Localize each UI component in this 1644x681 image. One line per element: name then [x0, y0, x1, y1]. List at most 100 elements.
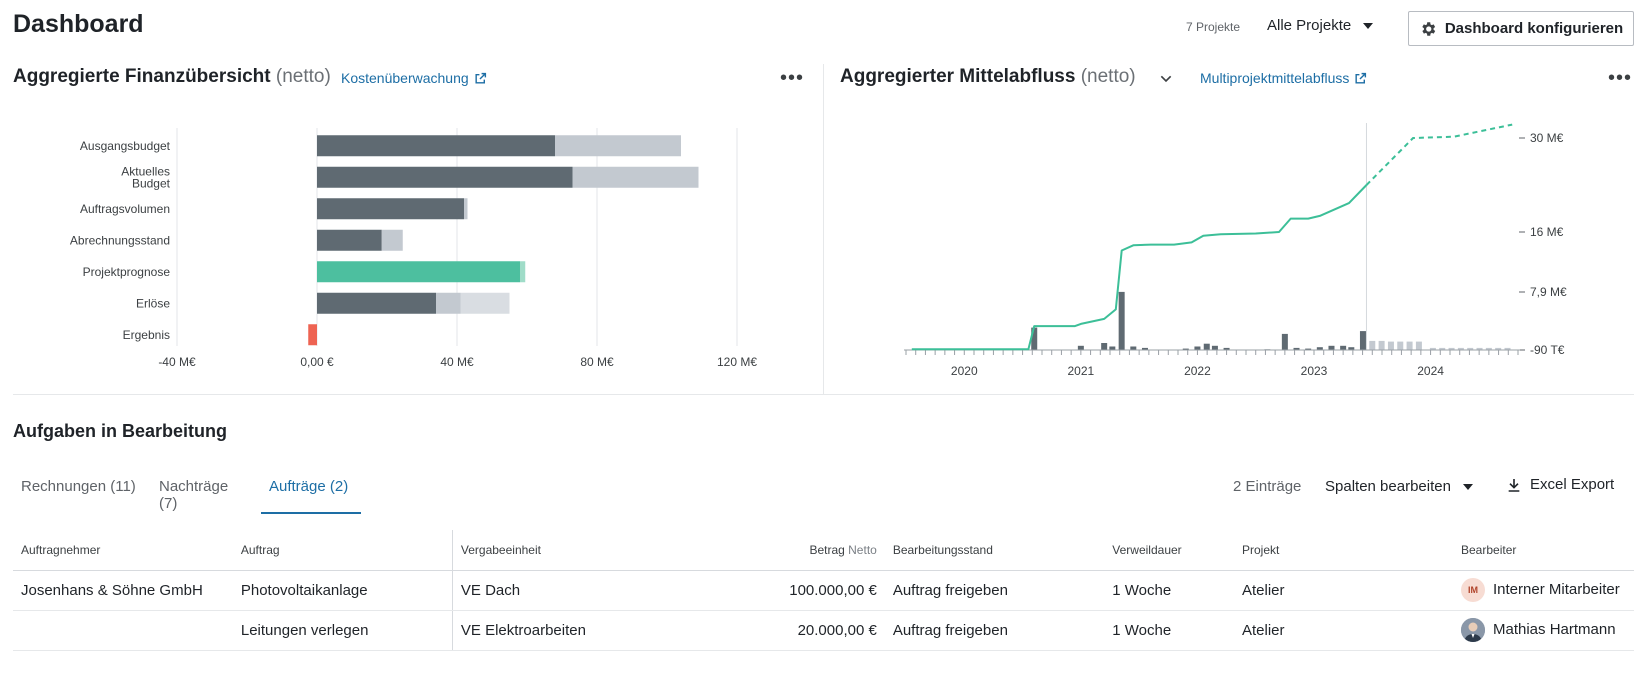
col-header-editor[interactable]: Bearbeiter: [1453, 530, 1634, 571]
bar: [1348, 347, 1355, 350]
col-header-unit[interactable]: Vergabeeinheit: [451, 530, 782, 571]
category-label: Abrechnungsstand: [70, 233, 170, 247]
cell-order: Photovoltaikanlage: [232, 570, 453, 611]
editor-name: Mathias Hartmann: [1493, 620, 1616, 638]
cell-amount: 100.000,00 €: [781, 570, 885, 611]
project-filter-dropdown[interactable]: Alle Projekte: [1267, 17, 1374, 34]
y-tick-label: -90 T€: [1530, 343, 1565, 357]
section-divider: [13, 394, 1634, 395]
bar: [1109, 346, 1116, 350]
bar: [555, 135, 681, 157]
bar: [1457, 347, 1464, 350]
finance-title-text: Aggregierte Finanzübersicht: [13, 66, 271, 87]
amount-header-label: Betrag: [809, 542, 845, 557]
x-tick-label: 40 M€: [440, 355, 474, 369]
bar: [1118, 291, 1125, 350]
col-header-amount[interactable]: Betrag Netto: [781, 530, 885, 571]
bar: [460, 292, 510, 314]
x-tick-label: 120 M€: [717, 355, 757, 369]
cell-duration: 1 Woche: [1104, 570, 1234, 611]
avatar: [1461, 618, 1485, 642]
bar: [464, 198, 468, 220]
cashflow-expand-toggle[interactable]: [1158, 71, 1174, 92]
bar: [317, 292, 436, 314]
bar: [1439, 347, 1446, 350]
tab-supplements[interactable]: Nachträge (7): [159, 478, 229, 512]
bar: [1077, 345, 1084, 350]
entries-count: 2 Einträge: [1233, 478, 1302, 495]
bar: [317, 229, 382, 251]
bar: [520, 261, 526, 283]
page-title: Dashboard: [13, 10, 144, 38]
external-link-icon: [475, 72, 486, 84]
cumulative-line: [911, 184, 1368, 351]
category-label: Ausgangsbudget: [80, 139, 171, 153]
bar: [1203, 343, 1210, 350]
category-label: Ergebnis: [123, 328, 170, 342]
bar: [1340, 345, 1347, 350]
bar: [1415, 341, 1422, 350]
bar: [1476, 347, 1483, 350]
excel-export-label: Excel Export: [1530, 476, 1615, 493]
bar: [1211, 345, 1218, 350]
excel-export-button[interactable]: Excel Export: [1506, 476, 1614, 493]
bar: [572, 166, 699, 188]
table-row[interactable]: Leitungen verlegen VE Elektroarbeiten 20…: [13, 610, 1634, 651]
y-tick-label: 16 M€: [1530, 225, 1564, 239]
tab-orders[interactable]: Aufträge (2): [261, 470, 361, 514]
x-tick-label: 2024: [1417, 364, 1444, 378]
multiproject-cashflow-label: Multiprojektmittelabfluss: [1200, 70, 1350, 86]
finance-more-menu[interactable]: •••: [780, 67, 805, 89]
tasks-tabs: Rechnungen (11) Nachträge (7) Aufträge (…: [13, 470, 365, 514]
col-header-project[interactable]: Projekt: [1234, 530, 1453, 571]
cashflow-more-menu[interactable]: •••: [1608, 67, 1633, 89]
bar: [381, 229, 403, 251]
cashflow-title-text: Aggregierter Mittelabfluss: [840, 66, 1076, 87]
bar: [317, 198, 464, 220]
bar: [1504, 347, 1511, 350]
bar: [1141, 347, 1148, 350]
caret-down-icon: [1462, 483, 1473, 490]
finance-title-suffix: (netto): [275, 66, 331, 87]
bar: [308, 324, 317, 346]
bar: [1194, 346, 1201, 350]
edit-columns-button[interactable]: Spalten bearbeiten: [1325, 478, 1473, 495]
col-header-status[interactable]: Bearbeitungsstand: [884, 530, 1105, 571]
bar: [436, 292, 461, 314]
configure-dashboard-button[interactable]: Dashboard konfigurieren: [1408, 11, 1634, 46]
table-row[interactable]: Josenhans & Söhne GmbH Photovoltaikanlag…: [13, 570, 1634, 611]
cell-amount: 20.000,00 €: [781, 610, 885, 651]
tab-invoices[interactable]: Rechnungen (11): [21, 478, 136, 495]
bar: [1293, 347, 1300, 350]
col-header-order[interactable]: Auftrag: [232, 530, 453, 571]
cell-order: Leitungen verlegen: [232, 610, 453, 651]
bar: [1397, 341, 1404, 350]
orders-table: Auftragnehmer Auftrag Vergabeeinheit Bet…: [13, 530, 1634, 651]
col-header-duration[interactable]: Verweildauer: [1104, 530, 1234, 571]
category-label: Projektprognose: [83, 265, 171, 279]
bar: [1369, 340, 1376, 350]
caret-down-icon: [1363, 22, 1374, 29]
bar: [1485, 347, 1492, 350]
cell-status: Auftrag freigeben: [884, 610, 1105, 651]
cost-monitoring-link[interactable]: Kostenüberwachung: [341, 70, 487, 86]
col-header-contractor[interactable]: Auftragnehmer: [13, 530, 233, 571]
bar: [1316, 347, 1323, 350]
panel-divider: [823, 64, 824, 394]
cell-project: Atelier: [1234, 610, 1453, 651]
x-tick-label: -40 M€: [158, 355, 196, 369]
avatar: IM: [1461, 578, 1485, 602]
x-tick-label: 80 M€: [580, 355, 614, 369]
bar: [1223, 347, 1230, 350]
cost-monitoring-label: Kostenüberwachung: [341, 70, 469, 86]
y-tick-label: 7,9 M€: [1530, 285, 1567, 299]
cashflow-title-suffix: (netto): [1080, 66, 1136, 87]
bar: [1182, 348, 1189, 350]
y-tick-label: 30 M€: [1530, 131, 1564, 145]
editor-name: Interner Mitarbeiter: [1493, 580, 1620, 598]
x-tick-label: 0,00 €: [300, 355, 334, 369]
cell-contractor: [13, 610, 233, 651]
external-link-icon: [1355, 72, 1367, 84]
bar: [317, 261, 520, 283]
multiproject-cashflow-link[interactable]: Multiprojektmittelabfluss: [1200, 70, 1367, 86]
